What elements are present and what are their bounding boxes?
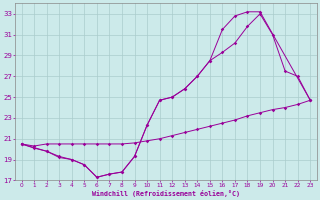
- X-axis label: Windchill (Refroidissement éolien,°C): Windchill (Refroidissement éolien,°C): [92, 190, 240, 197]
